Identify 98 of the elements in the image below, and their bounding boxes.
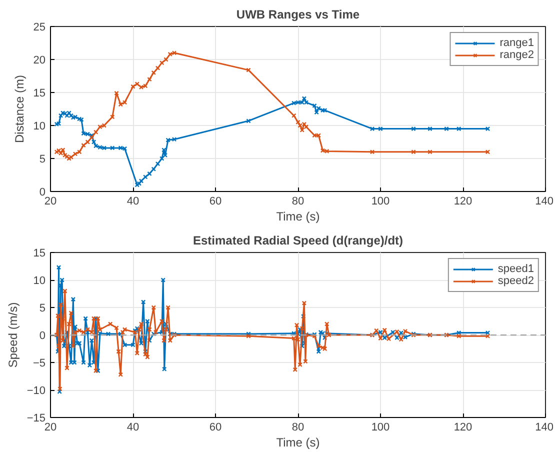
point (302, 122, 307, 127)
point (94, 144, 98, 148)
point (444, 126, 449, 132)
x-tick-label: 140 (535, 422, 554, 434)
point (312, 103, 317, 108)
point (246, 68, 251, 72)
point (292, 100, 296, 106)
point (411, 150, 416, 154)
point (316, 133, 321, 138)
y-axis-title: Speed (m/s) (6, 302, 20, 368)
point (411, 126, 416, 132)
x-tick-label: 100 (371, 422, 390, 434)
point (378, 126, 383, 132)
point (172, 50, 177, 56)
point (110, 146, 115, 150)
x-tick-label: 140 (535, 196, 554, 208)
point (300, 128, 304, 132)
point (134, 182, 140, 188)
point (151, 70, 156, 76)
point (91, 140, 96, 144)
point (134, 82, 140, 86)
y-tick-label: 5 (39, 302, 46, 314)
y-tick-label: 0 (39, 186, 46, 198)
legend-label: range1 (500, 37, 534, 49)
x-tick-label: 80 (292, 422, 304, 434)
point (428, 126, 432, 132)
y-tick-label: 5 (39, 154, 46, 166)
point (155, 66, 160, 70)
point (370, 150, 375, 154)
point (110, 114, 115, 120)
y-tick-label: −10 (26, 385, 46, 397)
point (114, 90, 119, 96)
point (102, 146, 106, 150)
y-tick-label: 25 (33, 22, 46, 34)
point (147, 171, 152, 176)
point (94, 130, 98, 134)
point (147, 76, 152, 82)
point (66, 156, 72, 161)
point (68, 154, 74, 160)
point (102, 123, 106, 128)
point (160, 156, 164, 161)
point (122, 146, 128, 151)
point (314, 110, 319, 115)
point (81, 142, 86, 148)
legend-label: speed1 (498, 263, 534, 275)
point (292, 113, 296, 118)
point (164, 57, 168, 62)
point (302, 96, 307, 101)
point (151, 166, 156, 172)
point (312, 133, 317, 138)
x-tick-label: 60 (209, 422, 222, 434)
point (320, 108, 326, 113)
point (320, 148, 326, 153)
chart-title: UWB Ranges vs Time (236, 8, 360, 22)
point (304, 100, 309, 105)
y-tick-label: −5 (32, 358, 46, 370)
y-tick-label: −15 (26, 412, 46, 424)
point (81, 131, 86, 136)
x-axis-title: Time (s) (276, 436, 320, 450)
point (160, 60, 164, 66)
point (456, 126, 462, 132)
y-tick-label: 0 (39, 330, 46, 342)
point (72, 114, 78, 120)
x-tick-label: 120 (454, 422, 472, 434)
y-tick-label: 15 (33, 248, 46, 260)
point (246, 118, 251, 124)
y-tick-label: 10 (33, 120, 46, 132)
x-tick-label: 100 (371, 196, 390, 208)
point (136, 181, 142, 186)
point (138, 84, 144, 90)
point (370, 126, 375, 132)
legend-label: range2 (500, 49, 534, 61)
point (155, 161, 160, 166)
point (130, 84, 136, 89)
x-tick-label: 120 (454, 196, 472, 208)
point (85, 140, 90, 144)
point (296, 100, 300, 105)
point (162, 152, 168, 158)
point (138, 178, 144, 184)
point (72, 152, 78, 156)
point (143, 174, 148, 180)
x-axis-title: Time (s) (276, 210, 320, 224)
point (98, 124, 102, 130)
y-tick-label: 10 (33, 275, 46, 287)
point (296, 120, 300, 125)
point (98, 144, 102, 150)
x-tick-label: 80 (292, 196, 304, 208)
legend-label: speed2 (498, 275, 534, 287)
point (162, 148, 166, 152)
chart-title: Estimated Radial Speed (d(range)/dt) (192, 234, 404, 248)
y-tick-label: 15 (33, 88, 46, 100)
x-tick-label: 40 (126, 422, 140, 434)
y-tick-label: 20 (33, 54, 46, 66)
point (428, 150, 432, 154)
x-tick-label: 40 (126, 196, 140, 208)
x-tick-label: 60 (209, 196, 222, 208)
point (122, 100, 128, 105)
y-axis-title: Distance (m) (12, 74, 26, 144)
